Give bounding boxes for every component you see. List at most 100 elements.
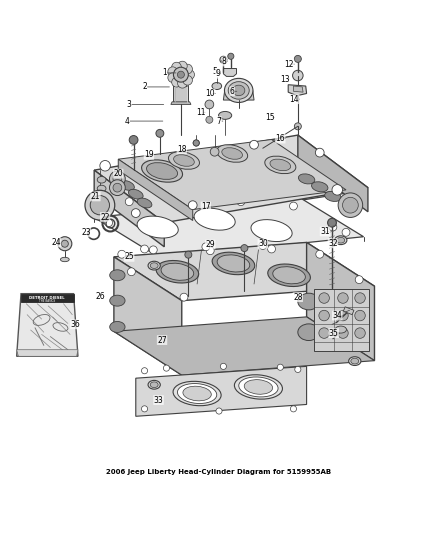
Text: 12: 12 [284,60,294,69]
Polygon shape [94,170,164,247]
Circle shape [193,140,199,146]
Ellipse shape [148,261,160,270]
Circle shape [100,160,110,171]
Text: 23: 23 [81,228,91,237]
Polygon shape [307,243,374,361]
Text: 3: 3 [127,100,132,109]
Text: 29: 29 [205,240,215,249]
Text: THE BASICS: THE BASICS [39,298,56,303]
Ellipse shape [169,152,199,169]
Polygon shape [298,135,368,212]
Circle shape [216,408,222,414]
Polygon shape [223,69,237,76]
Circle shape [183,64,192,74]
Text: 20: 20 [113,169,123,178]
Ellipse shape [141,160,183,182]
Ellipse shape [110,270,125,281]
Ellipse shape [173,83,188,88]
Ellipse shape [298,174,315,184]
Polygon shape [114,257,182,375]
Ellipse shape [273,266,305,284]
Circle shape [220,56,227,63]
Circle shape [183,76,192,85]
Text: 13: 13 [280,75,290,84]
Ellipse shape [233,85,245,96]
Circle shape [338,193,363,217]
Circle shape [338,310,348,321]
Circle shape [61,240,68,247]
Text: 6: 6 [230,87,235,96]
Circle shape [180,195,188,203]
Ellipse shape [110,295,125,306]
Ellipse shape [173,381,221,406]
Text: 1: 1 [162,68,166,77]
Circle shape [206,247,214,255]
Circle shape [259,241,267,249]
Text: DETROIT DIESEL: DETROIT DIESEL [29,296,65,300]
Ellipse shape [234,375,283,399]
Circle shape [355,328,365,338]
Ellipse shape [173,155,194,166]
Text: 32: 32 [328,239,338,248]
Circle shape [332,184,343,195]
Ellipse shape [311,182,328,192]
Ellipse shape [217,145,247,162]
Ellipse shape [148,381,160,389]
Ellipse shape [177,384,217,403]
Text: 4: 4 [124,117,130,126]
Circle shape [172,62,181,72]
Ellipse shape [128,189,143,199]
Polygon shape [221,61,226,64]
Ellipse shape [349,357,361,366]
Text: 7: 7 [216,117,222,126]
Polygon shape [17,350,78,356]
Ellipse shape [212,252,255,274]
Circle shape [294,123,301,130]
Text: 25: 25 [124,252,134,261]
Circle shape [185,70,194,79]
Circle shape [90,196,110,215]
Polygon shape [343,307,354,314]
Ellipse shape [194,208,235,230]
Polygon shape [114,317,374,375]
Circle shape [210,147,219,156]
Circle shape [355,276,363,284]
Text: 35: 35 [329,328,339,337]
Text: 16: 16 [276,134,285,143]
Text: 33: 33 [154,395,163,405]
Polygon shape [118,159,193,221]
Circle shape [228,53,234,59]
Ellipse shape [335,326,346,333]
Polygon shape [118,140,346,209]
Ellipse shape [265,156,296,174]
Circle shape [58,237,72,251]
Ellipse shape [228,82,249,99]
Polygon shape [94,197,364,258]
Text: 10: 10 [205,89,215,98]
Circle shape [355,293,365,303]
Text: 26: 26 [96,292,106,301]
Text: 8: 8 [222,57,226,66]
Text: 19: 19 [144,150,154,159]
Circle shape [293,70,303,81]
Circle shape [91,197,109,214]
Ellipse shape [244,379,272,394]
Text: 24: 24 [51,238,61,247]
Text: 21: 21 [91,192,100,201]
Circle shape [85,190,115,220]
Circle shape [149,246,157,254]
Ellipse shape [97,194,106,200]
Circle shape [188,201,197,209]
Ellipse shape [335,236,347,245]
Circle shape [338,328,348,338]
Circle shape [110,171,125,187]
Circle shape [163,365,170,371]
Circle shape [193,140,199,146]
Circle shape [180,293,188,301]
Ellipse shape [337,237,345,243]
Text: 36: 36 [71,320,80,329]
Circle shape [168,73,177,83]
Ellipse shape [137,216,178,238]
Text: 18: 18 [177,144,187,154]
Circle shape [177,61,187,71]
